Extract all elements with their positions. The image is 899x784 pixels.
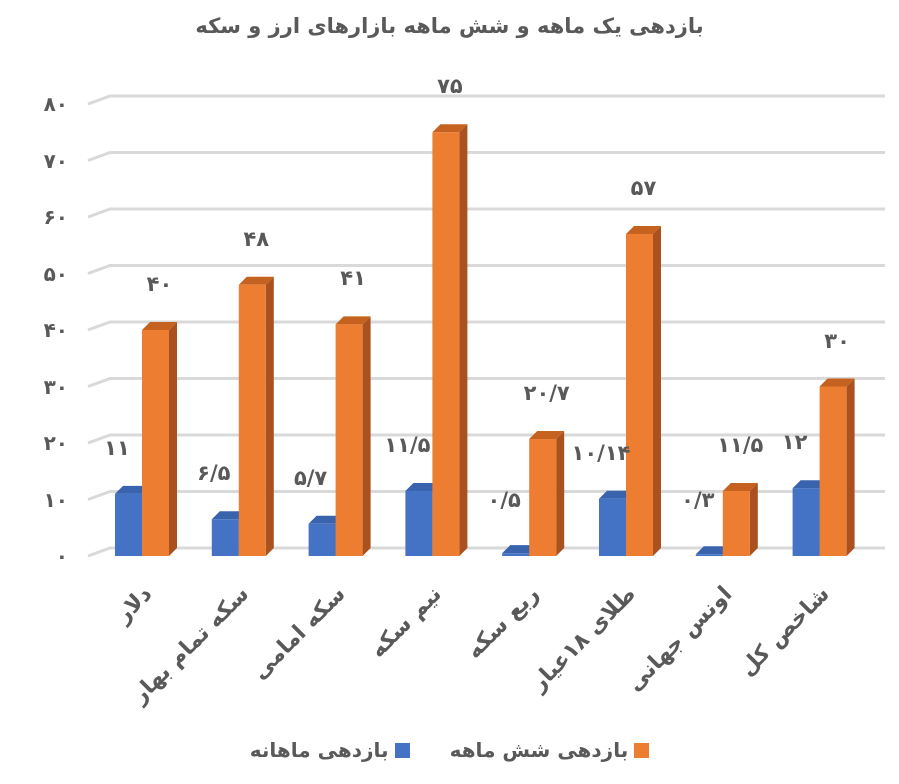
y-tick-label: ۱۰	[43, 487, 68, 512]
data-label: ۱۰/۱۴	[571, 440, 631, 465]
legend-item-monthly[interactable]: بازدهی ماهانه	[250, 738, 410, 762]
plot-area	[87, 94, 885, 558]
data-label: ۴۰	[146, 272, 173, 296]
data-label: ۳۰	[824, 328, 850, 353]
gridline	[87, 546, 885, 558]
bar[interactable]	[335, 316, 371, 556]
gridline	[87, 320, 885, 332]
data-label: ۱۱	[104, 435, 130, 460]
bar[interactable]	[626, 225, 661, 556]
legend-swatch-blue	[394, 742, 410, 758]
gridline	[87, 490, 885, 501]
gridline	[87, 207, 885, 219]
legend-item-six-month[interactable]: بازدهی شش ماهه	[450, 738, 650, 762]
gridline	[87, 433, 885, 445]
data-label: ۷۵	[437, 74, 463, 99]
y-tick-label: ۴۰	[43, 318, 68, 342]
data-label: ۱۱/۵	[384, 433, 431, 458]
legend-swatch-orange	[634, 742, 650, 758]
data-label: ۵/۷	[293, 465, 328, 490]
data-label: ۴۱	[340, 266, 366, 291]
legend-label: بازدهی شش ماهه	[449, 738, 629, 762]
data-label: ۴۸	[243, 226, 270, 251]
gridlines	[87, 94, 885, 558]
bar[interactable]	[142, 322, 177, 556]
gridline	[87, 264, 885, 275]
y-tick-label: ۰	[55, 544, 68, 568]
data-label: ۰/۵	[487, 488, 521, 512]
bar[interactable]	[819, 378, 855, 557]
gridline	[87, 94, 885, 106]
data-label: ۲۰/۷	[523, 381, 570, 406]
y-tick-label: ۸۰	[43, 92, 68, 116]
chart-title: بازدهی یک ماهه و شش ماهه بازارهای ارز و …	[195, 14, 704, 38]
y-tick-label: ۵۰	[43, 261, 68, 286]
bars	[115, 124, 855, 556]
data-label: ۱۱/۵	[717, 433, 764, 458]
bar[interactable]	[432, 124, 468, 556]
data-label: ۱۲	[781, 430, 808, 455]
bar[interactable]	[529, 431, 565, 556]
legend-label: بازدهی ماهانه	[249, 738, 389, 762]
bar[interactable]	[722, 483, 758, 556]
bar[interactable]	[238, 276, 274, 556]
legend: بازدهی شش ماهه بازدهی ماهانه	[0, 738, 899, 762]
data-label: ۵۷	[630, 175, 657, 200]
y-tick-label: ۳۰	[43, 374, 68, 399]
y-tick-label: ۲۰	[43, 431, 68, 455]
y-tick-label: ۷۰	[43, 148, 68, 173]
data-label: ۰/۳	[681, 488, 715, 512]
y-tick-label: ۶۰	[43, 205, 68, 229]
gridline	[87, 377, 885, 388]
gridline	[87, 151, 885, 162]
data-label: ۶/۵	[197, 461, 231, 486]
